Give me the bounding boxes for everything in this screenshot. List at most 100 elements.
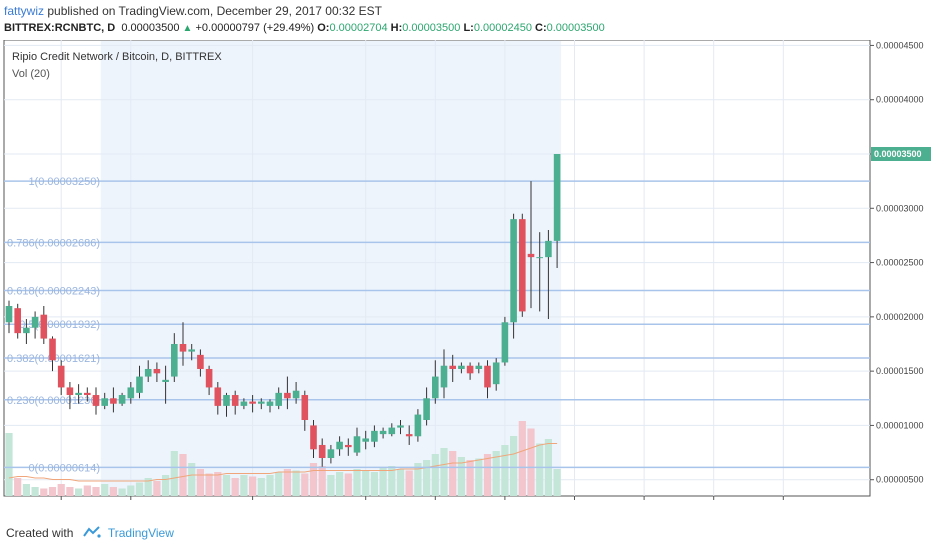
candle-body bbox=[240, 401, 248, 406]
candle-body bbox=[127, 387, 135, 399]
candle-body bbox=[31, 316, 39, 328]
volume-bar bbox=[135, 482, 144, 496]
time-axis[interactable]: 1320Dec111825201881522 bbox=[56, 496, 790, 500]
candle-body bbox=[405, 434, 413, 437]
candle-body bbox=[231, 395, 239, 406]
footer: Created with TradingView bbox=[6, 526, 174, 541]
fib-level-label: 0.5(0.00001932) bbox=[19, 319, 100, 331]
candle-body bbox=[275, 392, 282, 406]
candle-body bbox=[188, 349, 195, 352]
candle-body bbox=[466, 365, 474, 374]
candle-body bbox=[258, 401, 265, 404]
candle-body bbox=[23, 327, 30, 334]
y-tick-label: 0.00002000 bbox=[876, 312, 924, 322]
high-value: 0.00003500 bbox=[402, 22, 461, 34]
candle-body bbox=[84, 392, 91, 396]
y-tick-label: 0.00004000 bbox=[876, 95, 924, 105]
candle-body bbox=[153, 368, 161, 374]
volume-bar bbox=[388, 466, 396, 496]
volume-bar bbox=[92, 487, 100, 496]
volume-bar bbox=[31, 487, 39, 496]
tradingview-logo-icon[interactable] bbox=[82, 526, 101, 541]
open-label: O: bbox=[317, 22, 330, 34]
volume-bar bbox=[301, 473, 309, 496]
volume-bar bbox=[336, 472, 344, 496]
candle-body bbox=[371, 430, 378, 442]
candle-body bbox=[223, 395, 230, 406]
candle-body bbox=[179, 344, 187, 352]
volume-bar bbox=[240, 475, 248, 496]
candle-body bbox=[284, 392, 291, 399]
low-value: 0.00002450 bbox=[473, 22, 532, 34]
volume-bar bbox=[353, 469, 361, 496]
volume-bar bbox=[292, 470, 300, 496]
symbol-ohlc-line: BITTREX:RCNBTC, D 0.00003500 ▲ +0.000007… bbox=[4, 22, 605, 34]
fib-level-label: 0.786(0.00002686) bbox=[7, 237, 100, 249]
volume-bar bbox=[66, 487, 74, 496]
volume-bar bbox=[249, 476, 257, 496]
candle-body bbox=[527, 253, 535, 258]
volume-bar bbox=[457, 457, 465, 496]
volume-bar bbox=[309, 463, 318, 496]
volume-bar bbox=[362, 470, 370, 496]
close-value: 0.00003500 bbox=[546, 22, 605, 34]
price-axis[interactable]: 0.00004500 0.00004000 0.00003500 0.00003000… bbox=[870, 40, 931, 485]
y-tick-label: 0.00001500 bbox=[876, 366, 924, 376]
candle-body bbox=[336, 441, 343, 450]
candle-body bbox=[545, 240, 552, 258]
volume-bar bbox=[405, 470, 413, 496]
grid-lines bbox=[4, 40, 870, 496]
close-label: C: bbox=[535, 22, 547, 34]
fib-level-label: 0.236(0.00001236) bbox=[7, 395, 100, 407]
up-arrow-icon: ▲ bbox=[182, 23, 193, 34]
volume-bar bbox=[179, 454, 187, 496]
candle-body bbox=[353, 436, 361, 453]
price-chart[interactable]: 1(0.00003250) 0.786(0.00002686) 0.618(0.00… bbox=[0, 40, 932, 500]
candle-body bbox=[327, 449, 335, 458]
candle-body bbox=[75, 392, 82, 396]
volume-bar bbox=[153, 481, 161, 496]
volume-bar bbox=[501, 445, 509, 496]
publisher-username[interactable]: fattywiz bbox=[4, 4, 45, 18]
open-value: 0.00002704 bbox=[329, 22, 388, 34]
candle-body bbox=[553, 154, 561, 241]
volume-bar bbox=[553, 469, 561, 496]
fib-level-label: 0(0.00000614) bbox=[28, 462, 100, 474]
volume-bar bbox=[118, 488, 126, 496]
candle-body bbox=[388, 427, 396, 435]
volume-bar bbox=[510, 436, 518, 496]
volume-bar bbox=[222, 475, 231, 496]
volume-bar bbox=[257, 478, 265, 496]
symbol-label: BITTREX:RCNBTC, D bbox=[4, 22, 116, 34]
candle-body bbox=[197, 354, 204, 369]
volume-bar bbox=[14, 478, 22, 496]
candle-body bbox=[501, 322, 509, 363]
volume-bar bbox=[5, 433, 13, 496]
y-tick-label: 0.00002500 bbox=[876, 258, 924, 268]
volume-bar bbox=[423, 460, 431, 496]
candle-body bbox=[318, 444, 326, 458]
volume-bar bbox=[396, 469, 405, 496]
volume-bar bbox=[483, 454, 492, 496]
volume-bar bbox=[162, 475, 170, 496]
candle-body bbox=[57, 365, 65, 388]
candle-body bbox=[510, 219, 517, 323]
candle-body bbox=[205, 368, 213, 388]
last-price-badge bbox=[871, 147, 931, 161]
volume-bar bbox=[449, 451, 457, 496]
candle-body bbox=[14, 308, 21, 334]
volume-bar bbox=[518, 421, 526, 496]
candle-body bbox=[66, 387, 74, 396]
tradingview-brand-link[interactable]: TradingView bbox=[107, 526, 174, 540]
date-range-highlight bbox=[100, 41, 562, 495]
volume-bar bbox=[127, 485, 135, 496]
volume-bar bbox=[57, 484, 65, 496]
volume-bar bbox=[283, 469, 291, 496]
candle-body bbox=[492, 362, 500, 385]
volume-bar bbox=[318, 466, 326, 496]
volume-bar bbox=[344, 473, 352, 496]
fibonacci-levels[interactable]: 1(0.00003250) 0.786(0.00002686) 0.618(0.00… bbox=[4, 176, 870, 474]
published-text: published on TradingView.com, December 2… bbox=[47, 4, 383, 18]
volume-bar bbox=[275, 472, 283, 496]
candle-body bbox=[310, 425, 317, 450]
